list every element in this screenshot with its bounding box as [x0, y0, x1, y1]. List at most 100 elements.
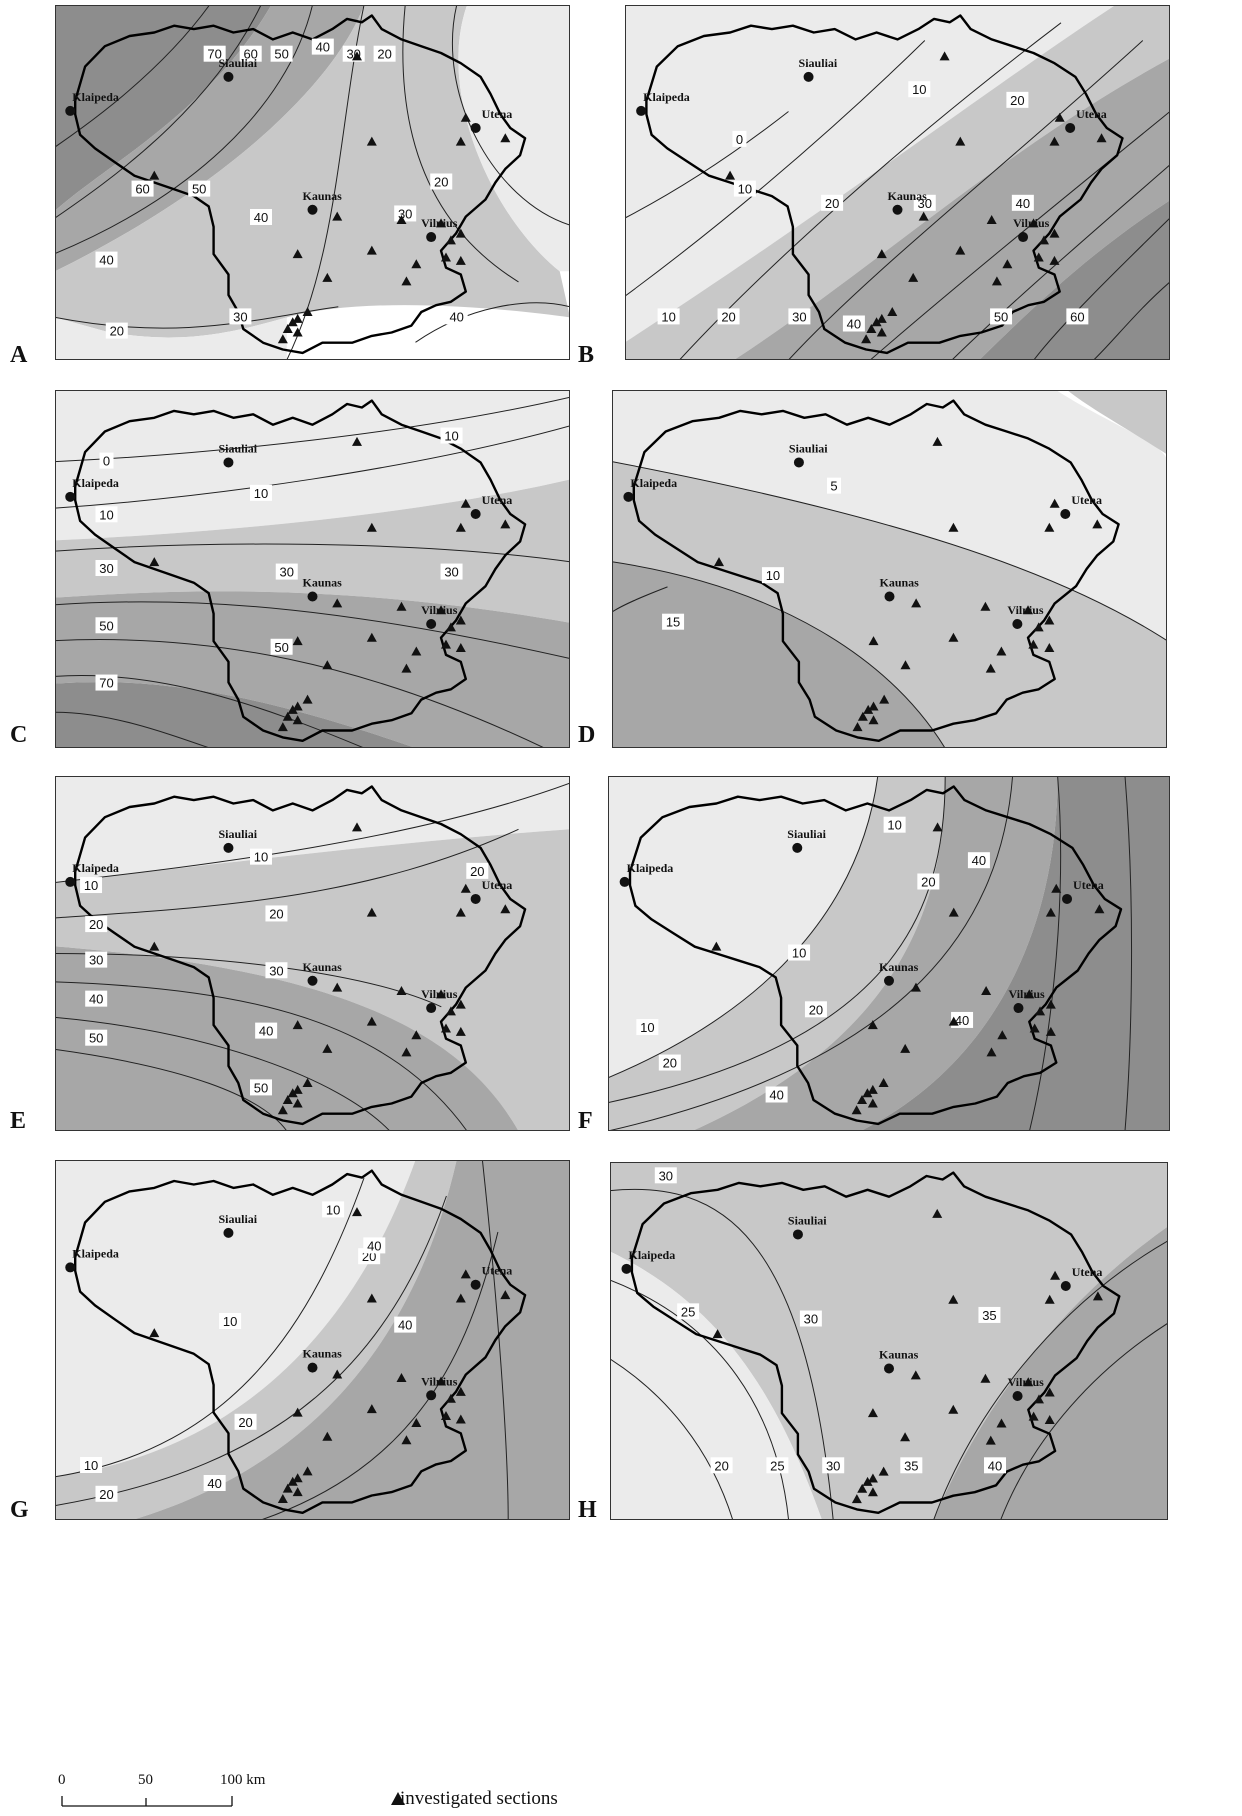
isoline [869, 111, 1170, 360]
city-label: Klaipeda [72, 861, 119, 875]
city-marker-icon [1013, 1003, 1024, 1014]
contour-label: 20 [105, 322, 128, 339]
panel-frame [612, 390, 1167, 748]
svg-text:30: 30 [918, 196, 932, 211]
isoline [625, 111, 789, 219]
scale-label-100: 100 km [220, 1772, 266, 1788]
contour-label: 10 [250, 484, 272, 501]
city-label: Siauliai [218, 827, 257, 841]
svg-text:50: 50 [274, 640, 288, 655]
svg-text:10: 10 [223, 1314, 237, 1329]
contour-label: 50 [188, 180, 211, 197]
contour-label: 15 [662, 613, 685, 630]
city-label: Vilnius [421, 1374, 458, 1388]
section-marker-icon [436, 605, 447, 615]
section-marker-icon [1044, 1387, 1055, 1397]
svg-text:30: 30 [280, 565, 294, 580]
city-label: Kaunas [303, 1347, 343, 1361]
contour-label: 10 [733, 180, 756, 197]
section-marker-icon [725, 170, 736, 180]
shading-band [734, 58, 1170, 360]
section-marker-icon [277, 1493, 288, 1503]
section-marker-icon [460, 112, 471, 122]
svg-text:20: 20 [89, 917, 103, 932]
contour-label: 60 [1066, 308, 1089, 325]
svg-text:10: 10 [640, 1020, 654, 1035]
section-marker-icon [455, 136, 466, 146]
city-label: Utena [482, 107, 513, 121]
panel-letter-c: C [10, 722, 28, 748]
section-marker-icon [396, 1373, 407, 1383]
panel-frame [55, 776, 570, 1131]
map-panel-c: 0 10 10 10 30 30 30 50 50 70 Siauliai Klaipeda Utena… [55, 390, 570, 748]
shading-band [458, 5, 570, 272]
section-marker-icon [460, 883, 471, 893]
map-panel-f: 10 10 10 20 20 40 40 20 40 Siauliai Klaipeda Utena K… [608, 776, 1170, 1131]
section-marker-icon [986, 214, 997, 224]
svg-text:30: 30 [269, 963, 283, 978]
section-marker-icon [867, 1473, 878, 1483]
contour-label: 30 [788, 308, 811, 325]
section-marker-icon [1038, 235, 1049, 245]
contour-label: 20 [917, 873, 940, 890]
svg-text:30: 30 [792, 309, 806, 324]
svg-text:50: 50 [254, 1080, 268, 1095]
section-marker-icon [1033, 252, 1044, 262]
svg-text:40: 40 [99, 253, 113, 268]
svg-text:60: 60 [1070, 309, 1084, 324]
contour-label: 20 [658, 1054, 681, 1071]
svg-text:10: 10 [792, 946, 806, 961]
section-marker-icon [986, 1047, 997, 1057]
contour-label: 40 [255, 1022, 278, 1039]
section-marker-icon [1028, 639, 1039, 649]
section-marker-icon [867, 1098, 878, 1108]
contour-label: 20 [95, 1485, 118, 1502]
section-marker-icon [932, 1208, 943, 1218]
city-marker-icon [1012, 1390, 1023, 1401]
section-marker-icon [1092, 1291, 1103, 1301]
section-marker-icon [302, 1078, 313, 1088]
shading-band [979, 200, 1170, 360]
country-border [645, 14, 1124, 355]
section-marker-icon [932, 822, 943, 832]
section-marker-icon [401, 1435, 412, 1445]
svg-text:20: 20 [377, 47, 391, 62]
isoline [55, 675, 365, 748]
svg-text:40: 40 [259, 1024, 273, 1039]
scale-label-50: 50 [138, 1772, 153, 1788]
section-marker-icon [851, 1105, 862, 1115]
section-marker-icon [302, 694, 313, 704]
isoline [1093, 281, 1170, 360]
section-marker-icon [1002, 259, 1013, 269]
panel-letter-b: B [578, 342, 595, 368]
section-marker-icon [436, 218, 447, 228]
section-marker-icon [985, 1435, 996, 1445]
contour-label: 20 [821, 194, 844, 211]
svg-text:10: 10 [444, 429, 458, 444]
section-marker-icon [440, 1023, 451, 1033]
section-marker-icon [292, 1098, 303, 1108]
contour-label: 40 [394, 1316, 417, 1333]
svg-text:30: 30 [233, 309, 247, 324]
section-marker-icon [282, 324, 293, 334]
contour-label: 10 [322, 1201, 345, 1218]
city-label: Kaunas [888, 189, 928, 203]
section-marker-icon [396, 214, 407, 224]
section-marker-icon [302, 307, 313, 317]
city-label: Utena [1076, 107, 1107, 121]
section-marker-icon [460, 498, 471, 508]
city-marker-icon [223, 1227, 234, 1238]
section-marker-icon [1049, 498, 1060, 508]
section-marker-icon [857, 711, 868, 721]
scale-bar [61, 1792, 405, 1807]
contour-label: 10 [80, 1457, 103, 1473]
contour-label: 20 [717, 308, 740, 325]
city-label: Siauliai [799, 56, 838, 70]
shading-band [933, 1226, 1168, 1520]
section-marker-icon [955, 245, 966, 255]
section-marker-icon [292, 327, 303, 337]
section-marker-icon [292, 715, 303, 725]
city-label: Utena [482, 1264, 513, 1278]
city-marker-icon [1012, 618, 1023, 629]
section-marker-icon [712, 1329, 723, 1339]
